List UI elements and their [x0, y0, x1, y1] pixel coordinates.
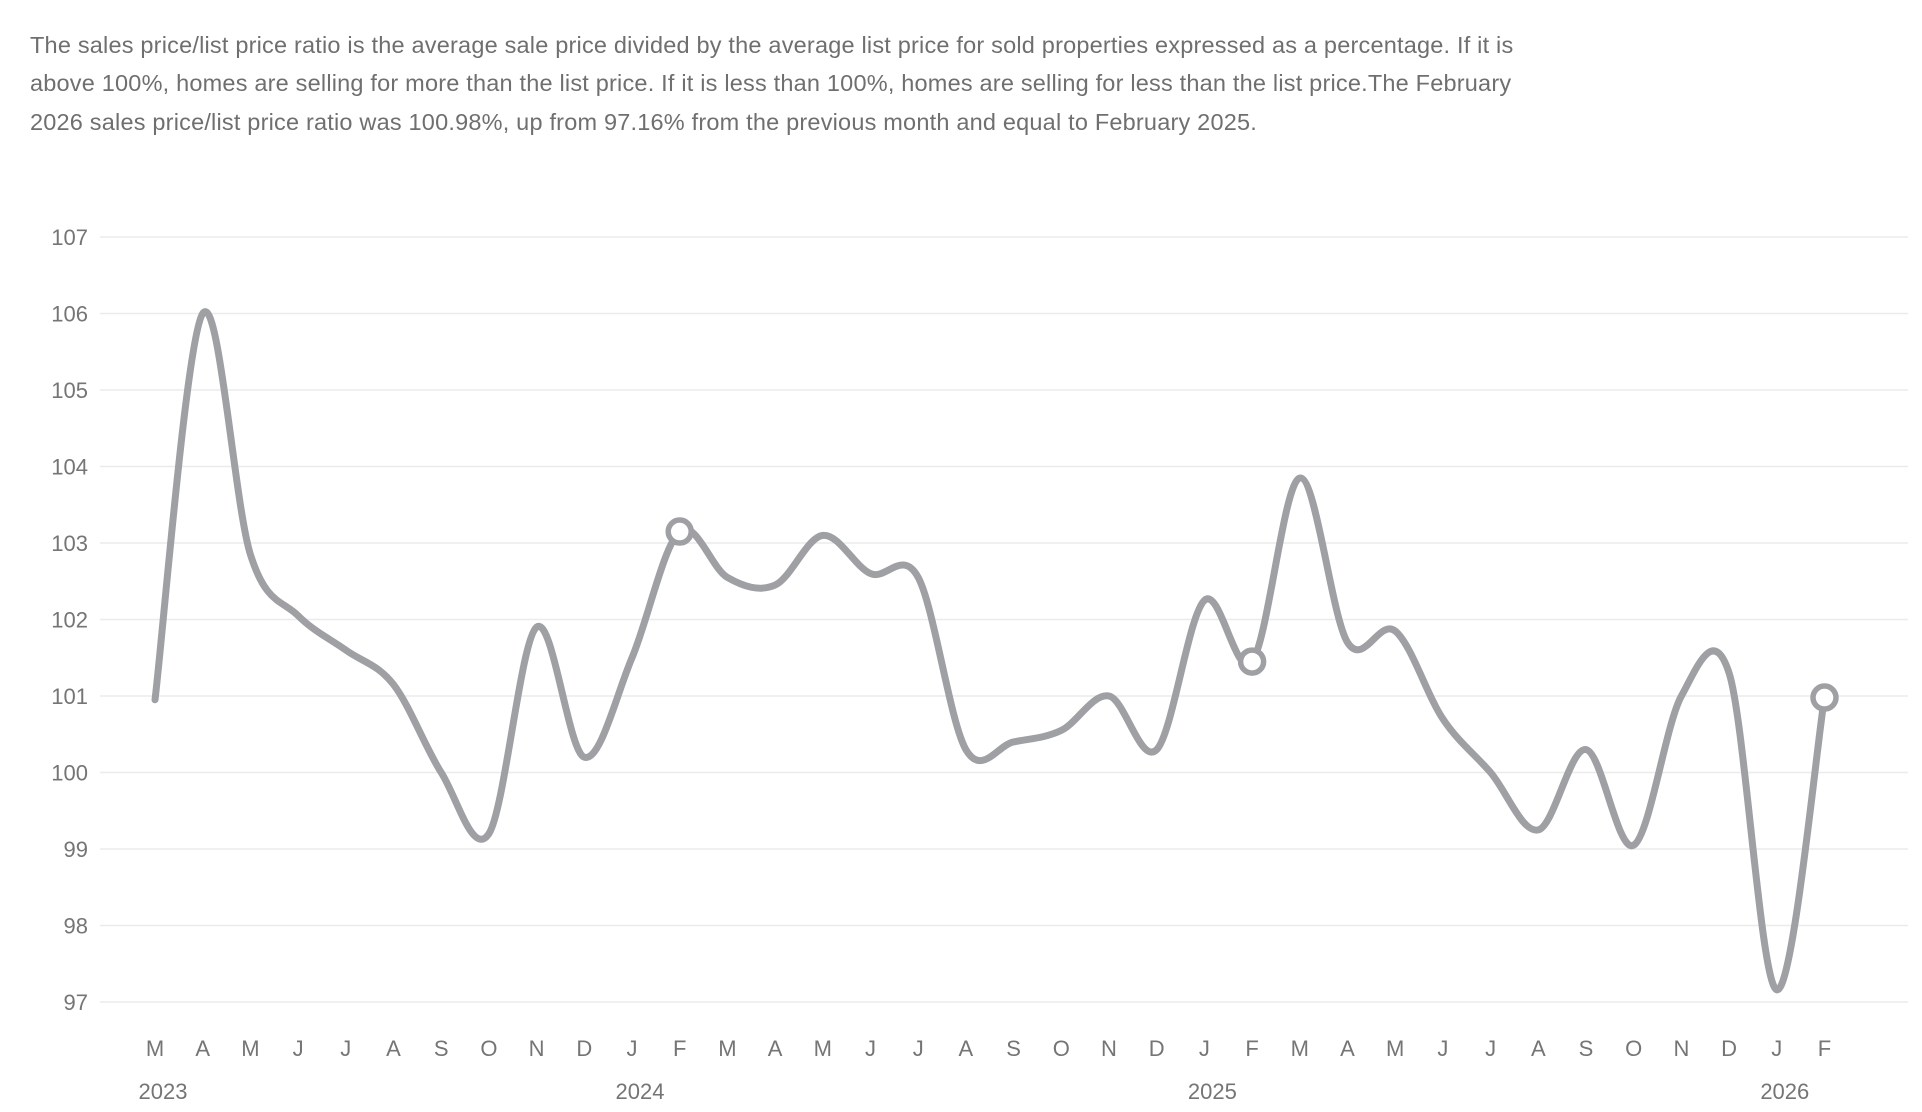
- x-tick-label: J: [627, 1036, 638, 1061]
- y-tick-label: 102: [51, 608, 88, 633]
- x-tick-label: J: [340, 1036, 351, 1061]
- x-tick-label: M: [1386, 1036, 1404, 1061]
- x-tick-label: J: [865, 1036, 876, 1061]
- highlight-marker: [1237, 647, 1267, 676]
- gridlines-group: [100, 236, 1908, 1003]
- y-tick-label: 101: [51, 684, 88, 709]
- x-tick-label: O: [480, 1036, 497, 1061]
- y-tick-label: 106: [51, 302, 88, 327]
- x-tick-label: D: [1149, 1036, 1165, 1061]
- year-label: 2026: [1760, 1079, 1809, 1104]
- year-label: 2023: [139, 1079, 188, 1104]
- x-tick-label: N: [1101, 1036, 1117, 1061]
- x-tick-label: J: [913, 1036, 924, 1061]
- x-tick-label: M: [1291, 1036, 1309, 1061]
- series-line-group: [151, 308, 1828, 994]
- x-tick-label: A: [195, 1036, 210, 1061]
- y-tick-label: 105: [51, 378, 88, 403]
- y-tick-label: 99: [64, 837, 88, 862]
- x-axis-labels-group: M A M J J A S O N D J F M A M J J A S O N D J F M A M J J A S O N D J F 2023…: [139, 1036, 1832, 1104]
- x-tick-label: N: [1673, 1036, 1689, 1061]
- x-tick-label: F: [1818, 1036, 1831, 1061]
- x-tick-label: D: [576, 1036, 592, 1061]
- x-tick-label: O: [1053, 1036, 1070, 1061]
- x-tick-label: F: [673, 1036, 686, 1061]
- x-tick-label: A: [1340, 1036, 1355, 1061]
- y-tick-label: 98: [64, 914, 88, 939]
- x-tick-label: N: [529, 1036, 545, 1061]
- x-tick-label: S: [434, 1036, 449, 1061]
- x-tick-label: A: [959, 1036, 974, 1061]
- x-tick-label: M: [146, 1036, 164, 1061]
- y-tick-label: 103: [51, 531, 88, 556]
- x-tick-label: A: [386, 1036, 401, 1061]
- x-tick-label: J: [1437, 1036, 1448, 1061]
- y-tick-label: 97: [64, 990, 88, 1015]
- x-tick-label: F: [1245, 1036, 1258, 1061]
- x-tick-label: J: [1485, 1036, 1496, 1061]
- x-tick-label: D: [1721, 1036, 1737, 1061]
- x-tick-label: A: [768, 1036, 783, 1061]
- highlight-marker: [1810, 683, 1839, 712]
- x-tick-label: A: [1531, 1036, 1546, 1061]
- x-tick-label: M: [718, 1036, 736, 1061]
- ratio-series-line: [151, 308, 1828, 994]
- y-axis-labels-group: 107 106 105 104 103 102 101 100 99 98 97: [51, 225, 88, 1015]
- y-tick-label: 100: [51, 761, 88, 786]
- x-tick-label: S: [1006, 1036, 1021, 1061]
- x-tick-label: J: [1199, 1036, 1210, 1061]
- chart-description-text: The sales price/list price ratio is the …: [30, 31, 1514, 135]
- x-tick-label: O: [1625, 1036, 1642, 1061]
- highlight-marker: [665, 517, 694, 546]
- x-tick-label: S: [1579, 1036, 1594, 1061]
- y-tick-label: 104: [51, 455, 88, 480]
- highlight-markers-group: [665, 517, 1839, 712]
- year-label: 2024: [616, 1079, 665, 1104]
- x-tick-label: M: [814, 1036, 832, 1061]
- year-label: 2025: [1188, 1079, 1237, 1104]
- x-tick-label: J: [293, 1036, 304, 1061]
- x-tick-label: J: [1771, 1036, 1782, 1061]
- y-tick-label: 107: [51, 225, 88, 250]
- x-tick-label: M: [241, 1036, 259, 1061]
